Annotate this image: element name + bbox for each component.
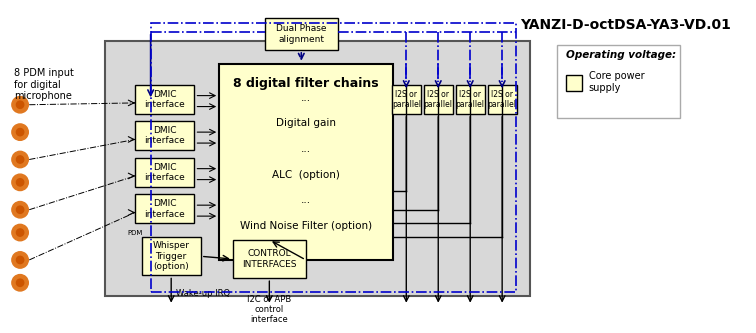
Circle shape: [17, 279, 23, 286]
FancyBboxPatch shape: [135, 158, 194, 187]
Text: DMIC
interface: DMIC interface: [144, 126, 185, 146]
FancyBboxPatch shape: [265, 18, 338, 50]
FancyBboxPatch shape: [456, 85, 485, 114]
Text: DMIC
interface: DMIC interface: [144, 163, 185, 182]
FancyBboxPatch shape: [135, 85, 194, 114]
Text: CONTROL
INTERFACES: CONTROL INTERFACES: [242, 249, 296, 269]
Text: Digital gain: Digital gain: [276, 119, 336, 129]
Circle shape: [12, 151, 28, 168]
Circle shape: [17, 256, 23, 264]
Circle shape: [12, 201, 28, 218]
Text: Whisper
Trigger
(option): Whisper Trigger (option): [153, 241, 190, 271]
Circle shape: [12, 252, 28, 268]
Text: PDM: PDM: [128, 230, 143, 236]
FancyBboxPatch shape: [135, 121, 194, 151]
Text: ALC  (option): ALC (option): [272, 169, 339, 179]
Text: ...: ...: [301, 93, 311, 103]
Text: 8 PDM input
for digital
microphone: 8 PDM input for digital microphone: [14, 68, 73, 102]
Text: Core power
supply: Core power supply: [589, 71, 645, 93]
Circle shape: [12, 174, 28, 190]
Text: I2S or
parallel: I2S or parallel: [456, 90, 485, 109]
FancyBboxPatch shape: [557, 45, 680, 119]
FancyBboxPatch shape: [219, 64, 392, 260]
Text: Wind Noise Filter (option): Wind Noise Filter (option): [240, 221, 372, 231]
FancyBboxPatch shape: [392, 85, 421, 114]
Circle shape: [17, 229, 23, 236]
Circle shape: [17, 101, 23, 108]
Text: Dual Phase
alignment: Dual Phase alignment: [276, 24, 327, 44]
Text: Operating voltage:: Operating voltage:: [566, 50, 676, 60]
Circle shape: [12, 274, 28, 291]
Circle shape: [17, 156, 23, 163]
FancyBboxPatch shape: [105, 41, 529, 296]
Text: YANZI-D-octDSA-YA3-VD.01: YANZI-D-octDSA-YA3-VD.01: [520, 18, 731, 32]
FancyBboxPatch shape: [233, 240, 306, 278]
Bar: [150, 23, 516, 292]
Text: DMIC
interface: DMIC interface: [144, 90, 185, 109]
Circle shape: [17, 179, 23, 186]
Text: 8 digital filter chains: 8 digital filter chains: [233, 77, 379, 90]
FancyBboxPatch shape: [566, 75, 583, 91]
Circle shape: [17, 206, 23, 213]
Circle shape: [17, 129, 23, 136]
FancyBboxPatch shape: [141, 237, 201, 275]
Text: I2S or
parallel: I2S or parallel: [488, 90, 516, 109]
Circle shape: [12, 224, 28, 241]
Text: I2S or
parallel: I2S or parallel: [392, 90, 421, 109]
Text: DMIC
interface: DMIC interface: [144, 199, 185, 218]
Text: ...: ...: [301, 144, 311, 154]
FancyBboxPatch shape: [488, 85, 517, 114]
Text: I2S or
parallel: I2S or parallel: [424, 90, 453, 109]
FancyBboxPatch shape: [135, 194, 194, 223]
Text: ...: ...: [301, 195, 311, 205]
Text: Wake-up IRQ: Wake-up IRQ: [175, 289, 230, 298]
Circle shape: [12, 97, 28, 113]
Text: I2C or APB
control
interface: I2C or APB control interface: [247, 295, 292, 324]
FancyBboxPatch shape: [423, 85, 453, 114]
Circle shape: [12, 124, 28, 140]
